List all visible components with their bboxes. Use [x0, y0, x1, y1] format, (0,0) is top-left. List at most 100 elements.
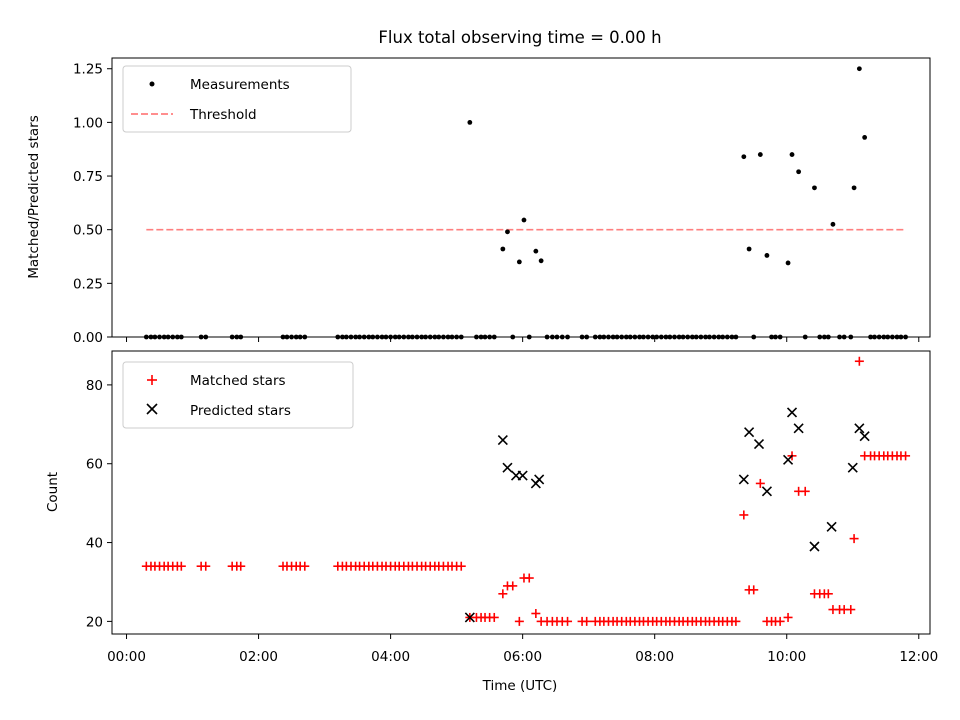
matched-star-point	[854, 356, 864, 366]
predicted-x-b	[793, 423, 804, 434]
predicted-x-b	[809, 541, 820, 552]
predicted-x-b	[859, 431, 870, 442]
predicted-x-b	[534, 474, 545, 485]
predicted-x-b	[738, 474, 749, 485]
ratio-x-axis	[126, 337, 920, 342]
y-tick-label: 0.00	[73, 330, 103, 346]
legend-measurement-marker	[149, 81, 155, 87]
predicted-x-b	[517, 470, 528, 481]
count-x-axis: 00:00 02:00 04:00 06:00 08:00 10:00 12:00	[107, 634, 938, 665]
measurement-point	[812, 185, 817, 191]
count-panel: 20 40 60 80 00:00 02:00 04:00 06:00 08:00 10:00 1…	[45, 350, 938, 694]
predicted-x-b	[497, 435, 508, 446]
predicted-x-b	[826, 521, 837, 532]
measurement-point	[796, 169, 802, 175]
measurement-point	[538, 258, 544, 264]
x-tick-label: 06:00	[503, 649, 542, 665]
measurement-point	[785, 260, 791, 266]
y-tick-label: 1.25	[73, 62, 103, 78]
ratio-panel: 0.00 0.25 0.50 0.75 1.00 1.25 Matched/Predict…	[26, 57, 931, 346]
x-tick-label: 12:00	[899, 649, 938, 665]
measurement-point	[500, 246, 506, 252]
predicted-star-point	[786, 407, 798, 418]
predicted-star-point	[464, 612, 475, 623]
matched-star-point	[775, 616, 785, 626]
predicted-x-b	[782, 454, 794, 465]
predicted-x-b	[753, 438, 765, 450]
matched-star-point	[236, 561, 246, 571]
matched-star-point	[749, 585, 759, 595]
matched-star-point	[531, 609, 541, 619]
x-tick-label: 02:00	[239, 649, 278, 665]
legend-predicted-label: Predicted stars	[190, 403, 291, 419]
predicted-x-b	[464, 612, 475, 623]
matched-star-point	[524, 573, 534, 583]
predicted-star-point	[744, 427, 755, 438]
measurement-point	[516, 259, 522, 265]
measurement-point	[521, 217, 527, 223]
matched-star-point	[783, 612, 793, 622]
matched-star-point	[456, 561, 466, 571]
matched-star-point	[489, 612, 499, 622]
matched-star-point	[176, 561, 186, 571]
ratio-legend-box	[122, 65, 352, 133]
predicted-star-point	[753, 438, 765, 450]
matched-star-point	[582, 616, 592, 626]
x-tick-label: 10:00	[767, 649, 806, 665]
x-tick-label: 00:00	[107, 649, 146, 665]
legend-predicted-marker	[146, 403, 158, 415]
chart-title: Flux total observing time = 0.00 h	[378, 28, 661, 47]
ratio-y-axis-label: Matched/Predicted stars	[26, 115, 42, 278]
y-tick-label: 1.00	[73, 115, 103, 131]
count-y-axis-label: Count	[45, 472, 61, 512]
predicted-x-b	[854, 423, 865, 434]
matched-star-point	[823, 589, 833, 599]
predicted-x-b	[847, 462, 858, 473]
predicted-x-b	[744, 427, 755, 438]
measurement-point	[746, 246, 752, 252]
matched-star-point	[755, 478, 765, 488]
count-axes-frame	[111, 350, 931, 635]
y-tick-label: 20	[86, 614, 103, 630]
predicted-x-b	[502, 462, 513, 473]
predicted-x-b	[761, 486, 772, 497]
count-legend-box	[122, 361, 354, 429]
ratio-y-axis: 0.00 0.25 0.50 0.75 1.00 1.25	[73, 62, 112, 346]
legend-matched-label: Matched stars	[190, 373, 286, 389]
y-tick-label: 0.75	[73, 169, 103, 185]
count-legend: Matched stars Predicted stars	[122, 361, 354, 429]
measurement-point	[830, 221, 836, 227]
count-plot-area	[141, 356, 911, 626]
y-tick-label: 0.25	[73, 276, 103, 292]
measurement-point	[467, 119, 473, 125]
ratio-axes-frame	[111, 57, 931, 338]
x-tick-label: 08:00	[635, 649, 674, 665]
measurement-point	[789, 152, 795, 157]
predicted-star-point	[502, 462, 513, 473]
y-tick-label: 60	[86, 457, 103, 473]
matched-star-point	[739, 510, 749, 520]
predicted-star-point	[761, 486, 772, 497]
predicted-star-point	[517, 470, 528, 481]
measurement-point	[862, 135, 868, 140]
y-tick-label: 0.50	[73, 223, 103, 239]
matched-star-point	[800, 486, 810, 496]
matched-star-point	[300, 561, 310, 571]
matched-star-point	[201, 561, 211, 571]
predicted-star-point	[809, 541, 820, 552]
matched-star-point	[514, 616, 524, 626]
matched-star-point	[731, 616, 741, 626]
matched-star-point	[563, 616, 573, 626]
predicted-x-b	[786, 407, 798, 418]
predicted-star-point	[782, 454, 794, 465]
predicted-star-point	[738, 474, 749, 485]
legend-matched-marker	[147, 375, 157, 385]
measurement-point	[533, 248, 539, 254]
predicted-star-point	[793, 423, 804, 434]
y-tick-label: 80	[86, 378, 103, 394]
measurement-point	[741, 154, 747, 160]
count-x-axis-label: Time (UTC)	[482, 678, 558, 694]
predicted-star-point	[859, 431, 870, 442]
legend-measurements-label: Measurements	[190, 77, 290, 93]
